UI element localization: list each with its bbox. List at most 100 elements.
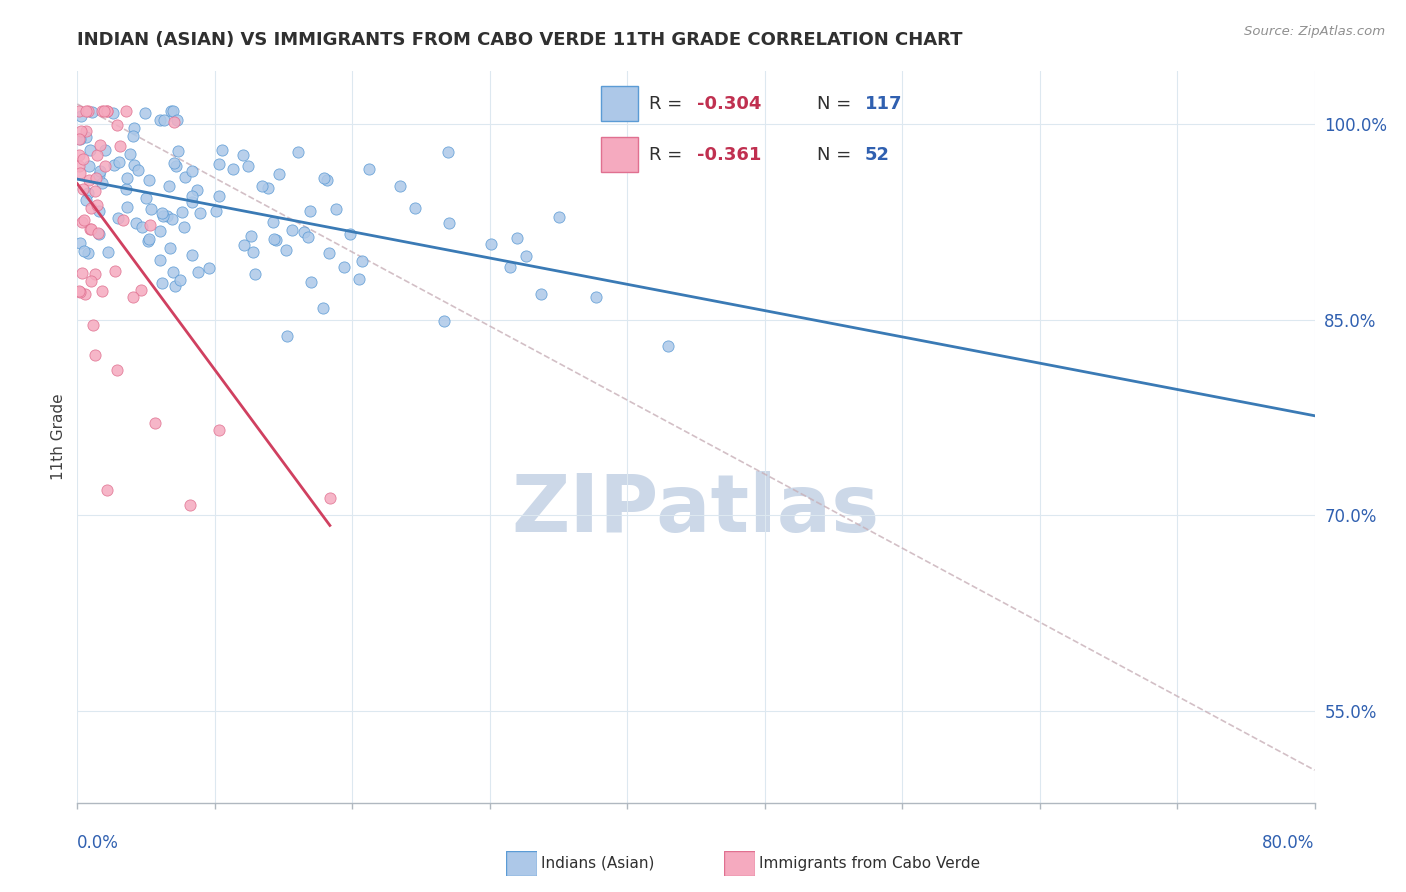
Point (325, 202, 347, 216)
Text: INDIAN (ASIAN) VS IMMIGRANTS FROM CABO VERDE 11TH GRADE CORRELATION CHART: INDIAN (ASIAN) VS IMMIGRANTS FROM CABO V… (77, 31, 963, 49)
Point (87, 227, 110, 241)
Point (143, 416, 166, 430)
Point (208, 157, 231, 171)
Point (67, 284, 90, 298)
Point (359, 162, 381, 177)
Point (131, 220, 153, 235)
Point (437, 145, 460, 159)
Text: ZIPatlas: ZIPatlas (512, 471, 880, 549)
Point (169, 273, 191, 287)
Point (150, 277, 173, 291)
Point (162, 265, 184, 279)
Point (69, 124, 91, 138)
Point (107, 155, 129, 169)
Point (163, 278, 186, 293)
Point (103, 158, 125, 172)
Point (166, 113, 188, 128)
Point (94, 143, 117, 157)
Point (83, 184, 105, 198)
Point (135, 191, 157, 205)
Point (152, 112, 174, 127)
Point (73, 212, 96, 227)
Point (96, 483, 118, 497)
Point (163, 115, 186, 129)
Text: N =: N = (817, 146, 858, 164)
Point (73, 244, 96, 259)
Point (105, 362, 128, 376)
Point (312, 171, 335, 186)
Text: N =: N = (817, 95, 858, 112)
Point (240, 229, 263, 244)
Point (86, 171, 108, 186)
Point (170, 205, 193, 219)
Text: -0.361: -0.361 (696, 146, 761, 164)
Point (180, 163, 202, 178)
Point (83, 267, 105, 281)
Point (264, 233, 287, 247)
Point (267, 167, 290, 181)
Point (138, 173, 160, 187)
Point (205, 204, 228, 219)
Point (101, 105, 124, 120)
Point (114, 182, 136, 196)
Point (105, 118, 128, 132)
Point (77, 103, 100, 118)
Point (79, 222, 101, 236)
Text: Immigrants from Cabo Verde: Immigrants from Cabo Verde (759, 856, 980, 871)
Point (506, 231, 529, 245)
Text: 52: 52 (865, 146, 890, 164)
Point (75, 194, 97, 208)
Point (124, 216, 146, 230)
Point (165, 159, 187, 173)
Point (134, 106, 156, 120)
Point (181, 189, 204, 203)
Point (232, 148, 254, 162)
Point (76, 103, 98, 118)
Point (138, 232, 160, 246)
Point (173, 170, 195, 185)
Point (91, 284, 114, 298)
Point (287, 145, 309, 159)
Text: 117: 117 (865, 95, 903, 112)
Point (96, 103, 118, 118)
Point (263, 231, 285, 245)
Point (180, 195, 202, 210)
Point (80, 222, 103, 236)
Point (97, 245, 120, 260)
Point (179, 498, 201, 512)
Point (80, 274, 103, 288)
Point (257, 181, 280, 195)
Point (281, 223, 304, 237)
Point (87, 226, 110, 240)
Point (115, 103, 138, 118)
Point (90, 103, 112, 118)
Point (69, 166, 91, 180)
Text: R =: R = (650, 95, 688, 112)
Point (222, 161, 245, 176)
Point (72, 153, 94, 167)
Point (243, 267, 266, 281)
Point (404, 201, 426, 215)
Text: R =: R = (650, 146, 688, 164)
Point (112, 212, 135, 227)
Point (70, 215, 93, 229)
Point (162, 156, 184, 170)
Point (292, 225, 315, 239)
Point (352, 254, 374, 268)
Point (276, 328, 298, 343)
Point (93, 103, 115, 118)
Point (96, 103, 118, 118)
Point (657, 339, 679, 353)
Point (162, 103, 184, 118)
Point (186, 183, 208, 197)
Point (91, 176, 114, 190)
Point (250, 178, 273, 193)
Text: 0.0%: 0.0% (77, 834, 120, 852)
Point (173, 220, 195, 235)
Point (107, 211, 129, 225)
Point (155, 209, 177, 223)
Point (75, 124, 97, 138)
Point (262, 214, 284, 228)
Point (124, 158, 146, 172)
Point (72, 182, 94, 196)
